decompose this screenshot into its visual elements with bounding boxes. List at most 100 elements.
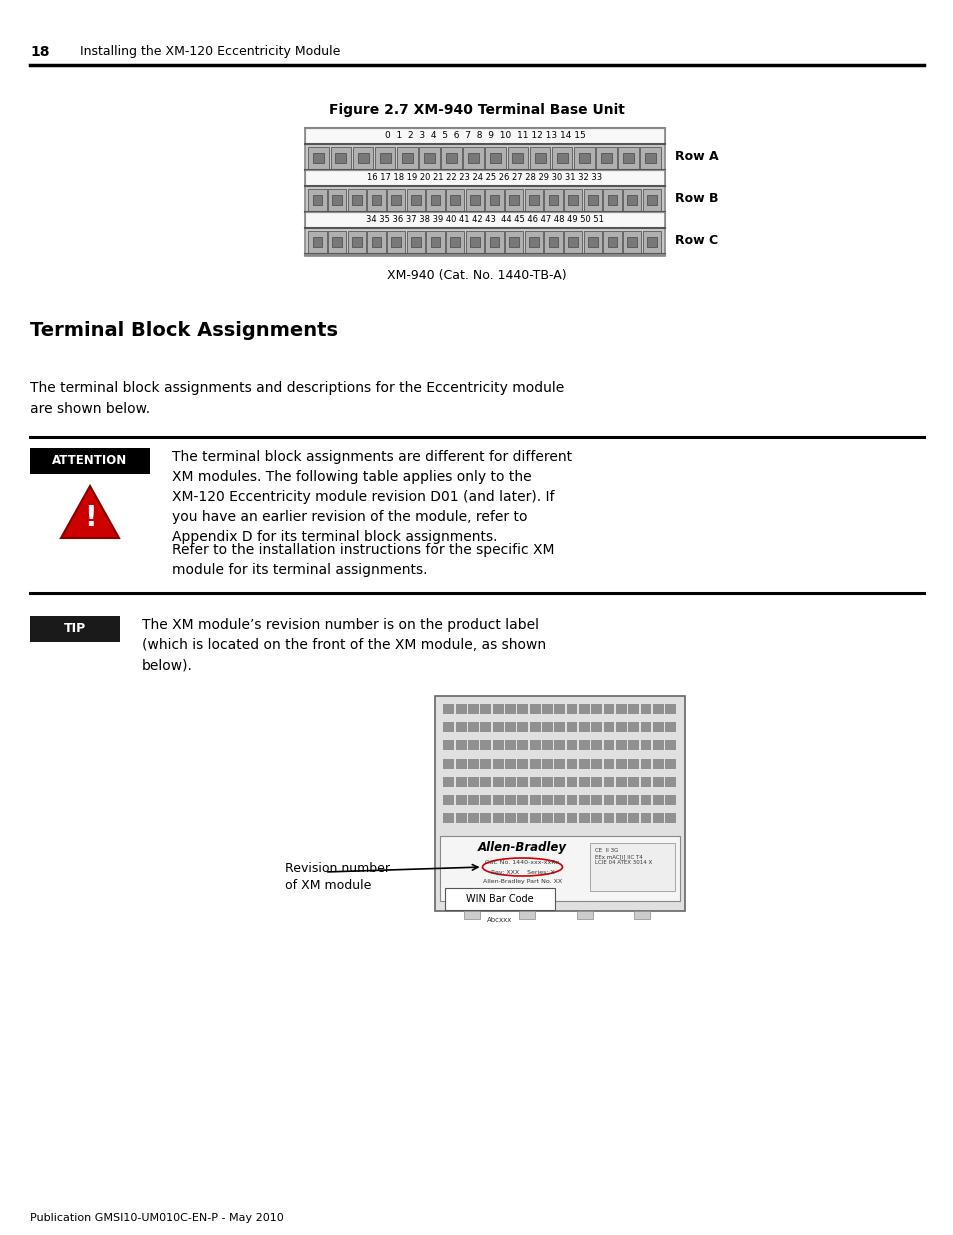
Text: Revision number
of XM module: Revision number of XM module: [285, 862, 390, 892]
FancyBboxPatch shape: [313, 153, 324, 163]
FancyBboxPatch shape: [554, 795, 564, 805]
FancyBboxPatch shape: [446, 153, 456, 163]
FancyBboxPatch shape: [332, 195, 342, 205]
FancyBboxPatch shape: [583, 231, 601, 253]
FancyBboxPatch shape: [456, 722, 466, 732]
FancyBboxPatch shape: [517, 813, 528, 823]
Text: Row A: Row A: [675, 151, 718, 163]
FancyBboxPatch shape: [578, 153, 589, 163]
FancyBboxPatch shape: [348, 189, 366, 211]
FancyBboxPatch shape: [335, 153, 346, 163]
FancyBboxPatch shape: [603, 231, 621, 253]
FancyBboxPatch shape: [507, 147, 528, 169]
FancyBboxPatch shape: [493, 795, 503, 805]
Text: XM-940 (Cat. No. 1440-TB-A): XM-940 (Cat. No. 1440-TB-A): [387, 269, 566, 283]
Text: 16 17 18 19 20 21 22 23 24 25 26 27 28 29 30 31 32 33: 16 17 18 19 20 21 22 23 24 25 26 27 28 2…: [367, 173, 602, 183]
FancyBboxPatch shape: [591, 704, 601, 714]
FancyBboxPatch shape: [401, 153, 413, 163]
FancyBboxPatch shape: [480, 704, 491, 714]
FancyBboxPatch shape: [406, 189, 424, 211]
FancyBboxPatch shape: [406, 231, 424, 253]
FancyBboxPatch shape: [367, 231, 385, 253]
Text: Figure 2.7 XM-940 Terminal Base Unit: Figure 2.7 XM-940 Terminal Base Unit: [329, 103, 624, 117]
FancyBboxPatch shape: [328, 189, 346, 211]
FancyBboxPatch shape: [603, 189, 621, 211]
FancyBboxPatch shape: [622, 189, 640, 211]
FancyBboxPatch shape: [664, 722, 676, 732]
FancyBboxPatch shape: [30, 448, 150, 474]
FancyBboxPatch shape: [628, 722, 639, 732]
FancyBboxPatch shape: [512, 153, 523, 163]
FancyBboxPatch shape: [566, 795, 577, 805]
FancyBboxPatch shape: [642, 231, 660, 253]
FancyBboxPatch shape: [517, 777, 528, 787]
FancyBboxPatch shape: [464, 911, 480, 919]
FancyBboxPatch shape: [444, 888, 555, 910]
Text: Row C: Row C: [675, 235, 718, 247]
FancyBboxPatch shape: [627, 195, 637, 205]
FancyBboxPatch shape: [607, 195, 617, 205]
Text: ATTENTION: ATTENTION: [52, 454, 128, 468]
FancyBboxPatch shape: [541, 795, 552, 805]
FancyBboxPatch shape: [517, 722, 528, 732]
FancyBboxPatch shape: [541, 777, 552, 787]
FancyBboxPatch shape: [639, 758, 651, 768]
FancyBboxPatch shape: [468, 813, 478, 823]
FancyBboxPatch shape: [591, 758, 601, 768]
FancyBboxPatch shape: [534, 153, 545, 163]
FancyBboxPatch shape: [443, 795, 454, 805]
FancyBboxPatch shape: [426, 189, 444, 211]
FancyBboxPatch shape: [441, 147, 461, 169]
FancyBboxPatch shape: [485, 189, 503, 211]
FancyBboxPatch shape: [664, 758, 676, 768]
Text: Publication GMSI10-UM010C-EN-P - May 2010: Publication GMSI10-UM010C-EN-P - May 201…: [30, 1213, 283, 1223]
FancyBboxPatch shape: [644, 153, 656, 163]
FancyBboxPatch shape: [352, 195, 361, 205]
FancyBboxPatch shape: [566, 813, 577, 823]
FancyBboxPatch shape: [480, 758, 491, 768]
FancyBboxPatch shape: [652, 740, 663, 751]
FancyBboxPatch shape: [628, 704, 639, 714]
FancyBboxPatch shape: [331, 147, 351, 169]
FancyBboxPatch shape: [652, 777, 663, 787]
FancyBboxPatch shape: [603, 777, 614, 787]
FancyBboxPatch shape: [541, 704, 552, 714]
FancyBboxPatch shape: [616, 704, 626, 714]
FancyBboxPatch shape: [628, 795, 639, 805]
FancyBboxPatch shape: [411, 237, 420, 247]
FancyBboxPatch shape: [450, 195, 459, 205]
FancyBboxPatch shape: [578, 722, 589, 732]
FancyBboxPatch shape: [566, 722, 577, 732]
FancyBboxPatch shape: [305, 170, 664, 186]
FancyBboxPatch shape: [639, 795, 651, 805]
FancyBboxPatch shape: [639, 722, 651, 732]
FancyBboxPatch shape: [332, 237, 342, 247]
FancyBboxPatch shape: [517, 740, 528, 751]
FancyBboxPatch shape: [554, 722, 564, 732]
FancyBboxPatch shape: [357, 153, 368, 163]
FancyBboxPatch shape: [456, 704, 466, 714]
FancyBboxPatch shape: [556, 153, 567, 163]
FancyBboxPatch shape: [652, 795, 663, 805]
FancyBboxPatch shape: [480, 813, 491, 823]
FancyBboxPatch shape: [446, 231, 464, 253]
FancyBboxPatch shape: [435, 697, 684, 911]
FancyBboxPatch shape: [305, 212, 664, 228]
FancyBboxPatch shape: [387, 231, 405, 253]
FancyBboxPatch shape: [541, 813, 552, 823]
FancyBboxPatch shape: [541, 758, 552, 768]
FancyBboxPatch shape: [628, 813, 639, 823]
FancyBboxPatch shape: [367, 189, 385, 211]
FancyBboxPatch shape: [652, 722, 663, 732]
FancyBboxPatch shape: [587, 237, 598, 247]
FancyBboxPatch shape: [430, 237, 440, 247]
FancyBboxPatch shape: [628, 777, 639, 787]
FancyBboxPatch shape: [554, 813, 564, 823]
Text: Allen-Bradley: Allen-Bradley: [477, 841, 566, 855]
Text: 18: 18: [30, 44, 50, 59]
FancyBboxPatch shape: [468, 777, 478, 787]
FancyBboxPatch shape: [505, 231, 523, 253]
FancyBboxPatch shape: [493, 813, 503, 823]
FancyBboxPatch shape: [375, 147, 395, 169]
FancyBboxPatch shape: [493, 777, 503, 787]
